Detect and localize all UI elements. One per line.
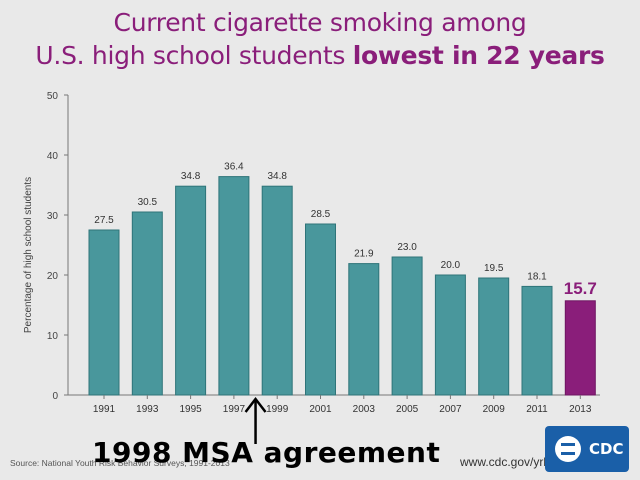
x-tick-label: 1991 [93,404,116,415]
x-tick-label: 1997 [223,404,246,415]
x-tick-label: 1999 [266,404,289,415]
bar [261,185,293,396]
x-tick-label: 2003 [353,404,376,415]
msa-arrow-head [244,396,267,413]
hhs-eagle-icon [555,436,581,462]
bar [434,274,466,396]
bar [564,300,596,396]
bar [218,176,250,396]
bar [391,256,423,396]
cdc-logo: CDC [545,426,629,472]
bar [521,285,553,396]
y-tick-label: 20 [47,271,59,282]
x-tick-label: 1993 [136,404,159,415]
bar [348,263,380,396]
x-tick-label: 2001 [309,404,332,415]
bar-value-label: 30.5 [138,197,158,208]
bar-value-label: 19.5 [484,263,504,274]
y-tick-label: 10 [47,331,59,342]
y-tick-label: 30 [47,211,59,222]
bar-value-label: 23.0 [397,242,417,253]
x-tick-label: 2011 [526,404,548,415]
y-tick-label: 0 [52,391,58,402]
bar [478,277,510,396]
x-tick-label: 2009 [483,404,506,415]
bar-value-label: 27.5 [94,215,114,226]
bar-value-label: 20.0 [441,260,461,271]
x-tick-label: 2005 [396,404,419,415]
x-tick-label: 2007 [439,404,462,415]
y-tick-label: 50 [47,91,59,102]
msa-annotation: 1998 MSA agreement [92,436,441,469]
chart-title-line2-bold: lowest in 22 years [352,41,605,70]
chart-title-line1: Current cigarette smoking among [113,8,527,37]
bar [175,185,207,396]
bar [305,223,336,396]
bar-value-label: 15.7 [564,279,597,298]
bar-value-label: 34.8 [267,171,287,182]
y-axis-label: Percentage of high school students [23,177,34,333]
chart-title-line2-prefix: U.S. high school students [35,41,353,70]
bar-value-label: 21.9 [354,249,374,260]
x-tick-label: 1995 [179,404,202,415]
bar [88,229,120,396]
source-note: Source: National Youth Risk Behavior Sur… [10,458,230,468]
bar-value-label: 36.4 [224,162,244,173]
x-tick-label: 2013 [569,404,592,415]
bar-value-label: 28.5 [311,209,331,220]
cdc-logo-text: CDC [589,440,624,458]
bar-value-label: 18.1 [527,271,547,282]
bar [131,211,163,396]
y-tick-label: 40 [47,151,59,162]
source-url[interactable]: www.cdc.gov/yrbs [460,455,557,469]
chart-title-line2: U.S. high school students lowest in 22 y… [0,41,640,71]
bar-value-label: 34.8 [181,171,201,182]
